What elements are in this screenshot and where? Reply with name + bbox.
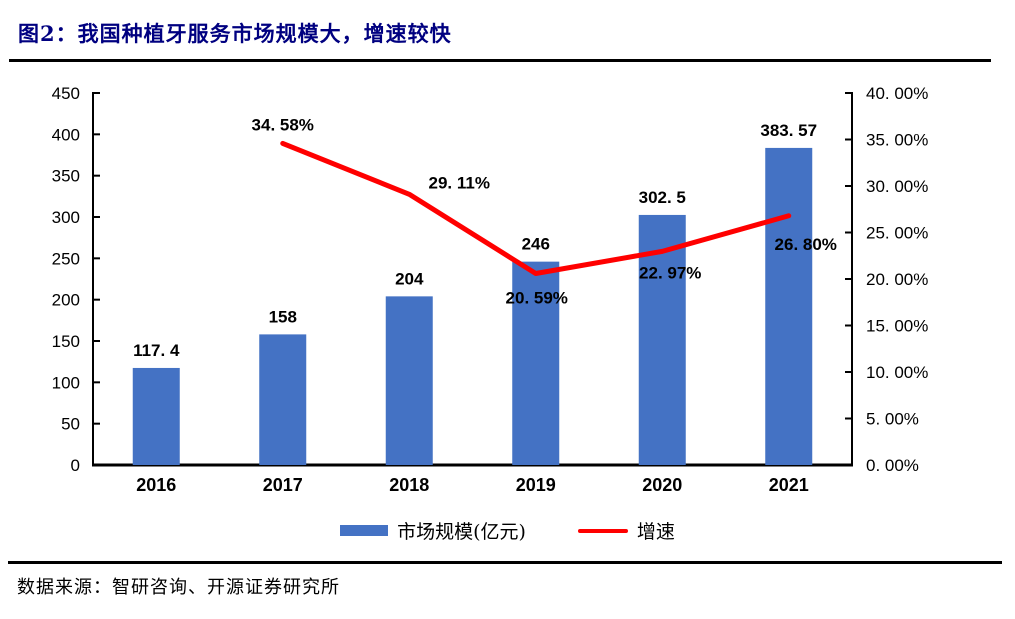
bar-swatch-icon	[340, 525, 389, 536]
bar-2018	[385, 296, 433, 465]
legend-label-growth: 增速	[636, 521, 675, 543]
bar-value-label: 383. 57	[760, 121, 817, 140]
left-axis-tick-label: 400	[52, 125, 80, 144]
growth-value-label: 20. 59%	[506, 289, 568, 308]
right-axis-tick-label: 15. 00%	[866, 317, 928, 336]
growth-value-label: 26. 80%	[775, 235, 837, 254]
left-axis-tick-label: 450	[52, 84, 80, 103]
bar-value-label: 302. 5	[639, 188, 686, 207]
x-axis-label: 2017	[263, 475, 303, 495]
right-axis-tick-label: 10. 00%	[866, 363, 928, 382]
left-axis-tick-label: 250	[52, 249, 80, 268]
growth-value-label: 22. 97%	[639, 263, 701, 282]
right-axis-tick-label: 25. 00%	[866, 224, 928, 243]
right-axis-tick-label: 40. 00%	[866, 84, 928, 103]
bar-2021	[765, 147, 813, 465]
bar-2016	[132, 367, 180, 465]
bar-value-label: 204	[395, 269, 424, 288]
bar-2017	[259, 334, 307, 465]
title-underline	[9, 59, 991, 62]
right-axis-tick-label: 0. 00%	[866, 456, 919, 475]
line-swatch-icon	[577, 528, 628, 533]
x-axis-label: 2019	[516, 475, 556, 495]
growth-value-label: 34. 58%	[252, 115, 314, 134]
left-axis-tick-label: 0	[71, 456, 80, 475]
left-axis-tick-label: 350	[52, 167, 80, 186]
bar-2019	[512, 261, 560, 465]
left-axis-tick-label: 150	[52, 332, 80, 351]
left-axis-tick-label: 50	[61, 415, 80, 434]
legend-item-market-size: 市场规模(亿元)	[340, 517, 526, 544]
x-axis-label: 2016	[136, 475, 176, 495]
left-axis-tick-label: 200	[52, 291, 80, 310]
x-axis-label: 2021	[769, 475, 809, 495]
bar-value-label: 158	[269, 307, 297, 326]
legend-label-market-size: 市场规模(亿元)	[397, 521, 526, 543]
chart-legend: 市场规模(亿元) 增速	[0, 517, 1015, 544]
growth-line	[280, 140, 792, 277]
x-axis-label: 2020	[642, 475, 682, 495]
bar-value-label: 117. 4	[133, 341, 180, 360]
right-axis-tick-label: 30. 00%	[866, 177, 928, 196]
growth-value-label: 29. 11%	[429, 173, 490, 192]
left-axis-tick-label: 100	[52, 373, 80, 392]
right-axis-tick-label: 5. 00%	[866, 410, 919, 429]
left-axis-tick-label: 300	[52, 208, 80, 227]
bottom-separator	[8, 561, 1002, 564]
right-axis-tick-label: 20. 00%	[866, 270, 928, 289]
figure-title: 图2：我国种植牙服务市场规模大，增速较快	[18, 21, 452, 46]
x-axis-label: 2018	[389, 475, 429, 495]
data-source: 数据来源：智研咨询、开源证券研究所	[17, 577, 340, 598]
legend-item-growth: 增速	[577, 517, 675, 544]
right-axis-tick-label: 35. 00%	[866, 131, 928, 150]
bar-value-label: 246	[522, 235, 550, 254]
